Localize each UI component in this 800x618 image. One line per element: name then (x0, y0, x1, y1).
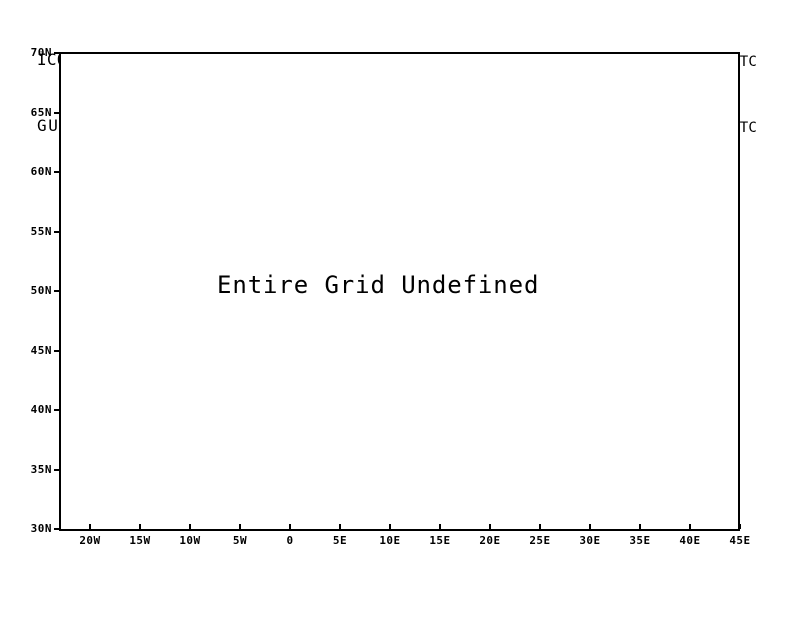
x-axis-tick-label: 10E (379, 534, 401, 547)
x-axis-tick (589, 524, 591, 529)
y-axis-tick (54, 349, 59, 352)
x-axis-tick-label: 35E (629, 534, 651, 547)
grid-undefined-message: Entire Grid Undefined (217, 271, 540, 299)
x-axis-tick (289, 524, 291, 529)
x-axis-tick (539, 524, 541, 529)
y-axis-tick-label: 70N (30, 46, 52, 59)
x-axis-tick (689, 524, 691, 529)
y-axis-tick (54, 290, 59, 292)
x-axis-tick (239, 524, 241, 529)
x-axis-tick-label: 5E (332, 534, 348, 547)
x-axis-tick-label: 40E (679, 534, 701, 547)
x-axis-tick (89, 524, 91, 529)
x-axis-tick-label: 25E (529, 534, 551, 547)
x-axis-tick-label: 30E (579, 534, 601, 547)
y-axis-tick (54, 111, 59, 114)
x-axis-tick (639, 524, 641, 529)
x-axis-tick-label: 45E (729, 534, 751, 547)
x-axis-tick-label: 5W (232, 534, 248, 547)
y-axis-tick (54, 171, 59, 173)
x-axis-tick-label: 0 (286, 534, 294, 547)
x-axis-tick (739, 524, 741, 529)
y-axis-tick-label: 45N (30, 343, 52, 357)
x-axis-tick-label: 15E (429, 534, 451, 547)
x-axis-tick-label: 20E (479, 534, 501, 547)
y-axis-tick (54, 409, 59, 411)
x-axis-tick (189, 524, 191, 529)
x-axis-tick-label: 15W (129, 534, 151, 547)
x-axis-tick (489, 524, 491, 529)
x-axis-tick (139, 524, 141, 529)
x-axis-tick (339, 524, 341, 529)
y-axis-tick-label: 55N (30, 224, 52, 238)
x-axis-tick-label: 10W (179, 534, 201, 547)
y-axis-tick-label: 50N (30, 284, 52, 297)
plot-area (59, 52, 740, 531)
y-axis-tick-label: 65N (30, 105, 52, 119)
y-axis-tick (54, 528, 59, 530)
x-axis-tick-label: 20W (79, 534, 101, 547)
x-axis-tick (389, 524, 391, 529)
y-axis-tick-label: 40N (30, 403, 52, 416)
y-axis-tick-label: 30N (30, 522, 52, 535)
y-axis-tick (54, 230, 59, 233)
x-axis-tick (439, 524, 441, 529)
y-axis-tick-label: 60N (30, 165, 52, 178)
y-axis-tick (54, 468, 59, 471)
y-axis-tick-label: 35N (30, 462, 52, 476)
y-axis-tick (54, 52, 59, 54)
